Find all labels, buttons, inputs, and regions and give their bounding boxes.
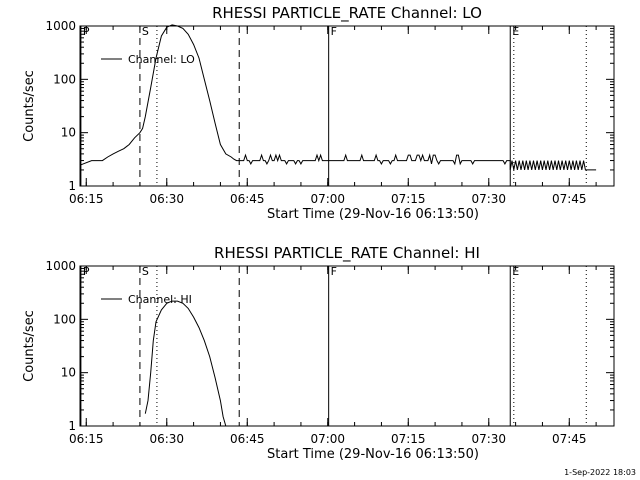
plot-frame: [79, 265, 615, 427]
x-tick-label: 07:30: [471, 192, 506, 206]
y-axis-label: Counts/sec: [22, 70, 37, 142]
timestamp-label: 1-Sep-2022 18:03: [564, 468, 636, 477]
x-tick-label: 07:30: [471, 432, 506, 446]
x-tick-label: 07:15: [391, 192, 426, 206]
x-tick-label: 06:45: [230, 192, 265, 206]
event-marker-label: F: [331, 265, 337, 278]
y-tick-label: 1000: [45, 259, 76, 273]
x-axis-label: Start Time (29-Nov-16 06:13:50): [267, 207, 479, 222]
chart-title: RHESSI PARTICLE_RATE Channel: HI: [214, 244, 480, 263]
lo-channel-panel: RHESSI PARTICLE_RATE Channel: LO Counts/s…: [22, 4, 615, 222]
y-tick-label: 10: [61, 366, 76, 380]
x-tick-label: 06:45: [230, 432, 265, 446]
event-marker-label: P: [83, 265, 90, 278]
event-marker-label: P: [83, 25, 90, 38]
x-tick-label: 06:15: [69, 192, 104, 206]
data-series-line: [80, 24, 597, 171]
hi-channel-panel: RHESSI PARTICLE_RATE Channel: HI Counts/s…: [22, 244, 615, 462]
y-tick-label: 1000: [45, 19, 76, 33]
y-tick-label: 1: [68, 179, 76, 193]
chart-title: RHESSI PARTICLE_RATE Channel: LO: [212, 4, 482, 23]
x-tick-label: 06:15: [69, 432, 104, 446]
event-marker-label: S: [142, 265, 149, 278]
y-tick-label: 100: [53, 312, 76, 326]
event-marker-label: E: [512, 25, 519, 38]
event-marker-label: F: [331, 25, 337, 38]
legend-entry: Channel: HI: [128, 293, 192, 306]
x-tick-label: 06:30: [149, 192, 184, 206]
x-axis-label: Start Time (29-Nov-16 06:13:50): [267, 447, 479, 462]
y-tick-label: 10: [61, 126, 76, 140]
event-marker-label: S: [142, 25, 149, 38]
plot-frame: [79, 25, 615, 187]
x-tick-label: 06:30: [149, 432, 184, 446]
data-series-line: [144, 300, 227, 427]
x-tick-label: 07:45: [552, 432, 587, 446]
y-axis-label: Counts/sec: [22, 310, 37, 382]
event-marker-label: E: [512, 265, 519, 278]
x-tick-label: 07:45: [552, 192, 587, 206]
x-tick-label: 07:00: [310, 192, 345, 206]
legend-entry: Channel: LO: [128, 53, 195, 66]
x-tick-label: 07:15: [391, 432, 426, 446]
x-tick-label: 07:00: [310, 432, 345, 446]
y-tick-label: 1: [68, 419, 76, 433]
y-tick-label: 100: [53, 72, 76, 86]
